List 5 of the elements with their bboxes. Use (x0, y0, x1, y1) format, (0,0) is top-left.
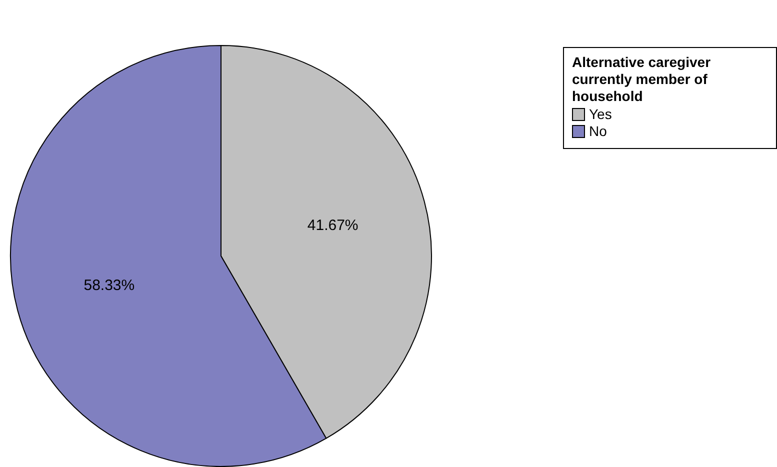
data-label: 58.33% (84, 277, 135, 294)
data-label: 41.67% (307, 217, 358, 234)
legend-label: No (589, 123, 607, 140)
legend-title: Alternative caregiver currently member of household (572, 54, 712, 105)
legend-label: Yes (589, 106, 612, 123)
